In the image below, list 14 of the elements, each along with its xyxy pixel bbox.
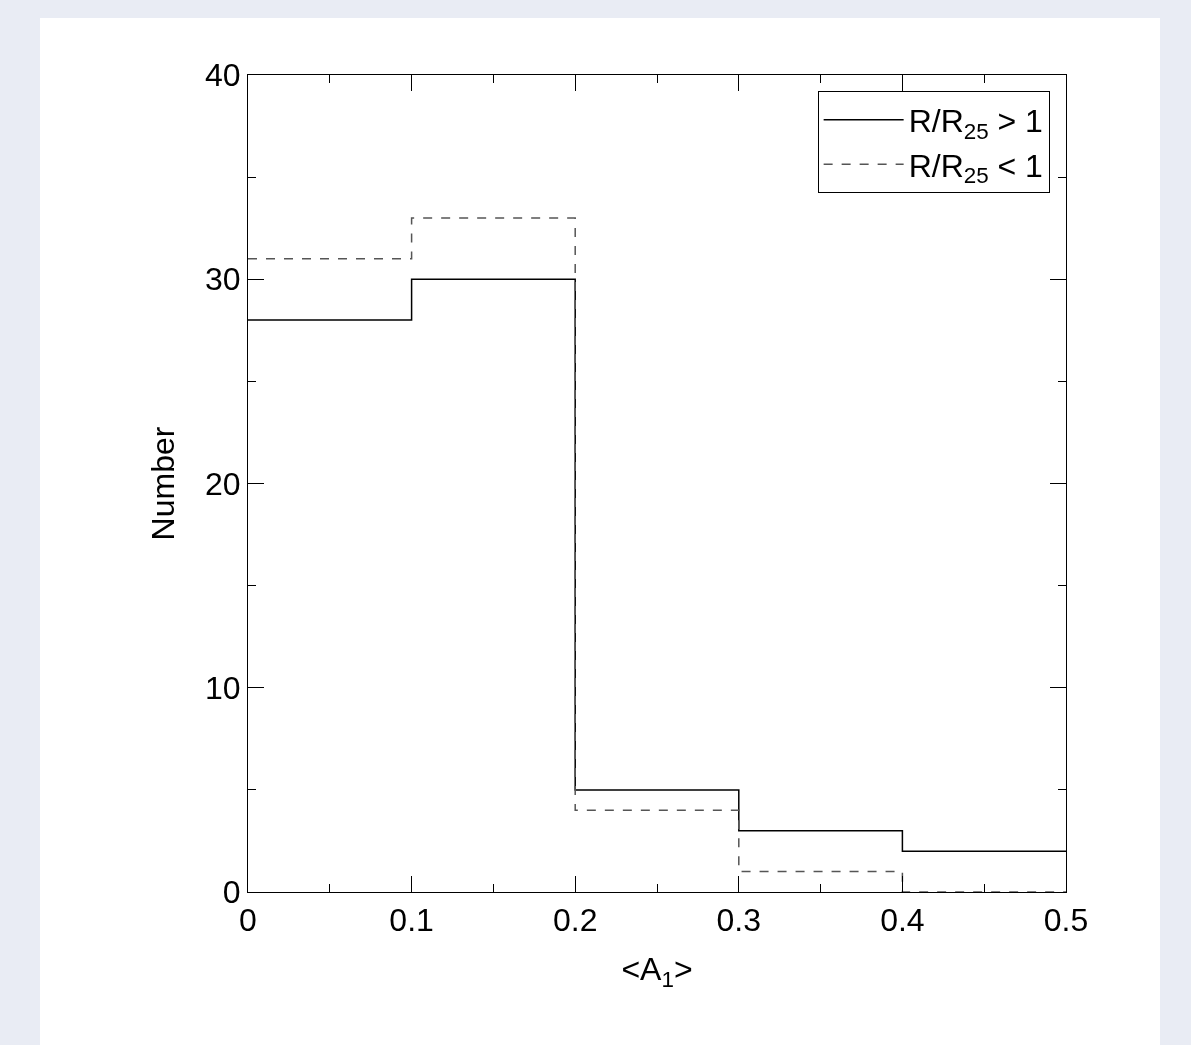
y-tick-label: 30 [205,261,241,298]
y-tick-label: 10 [205,669,241,706]
y-tick-label: 40 [205,57,241,94]
x-axis-title: <A$_{1}$> [621,951,693,993]
y-tick-label: 0 [222,874,241,911]
legend-label: R/R$_{25}$ > 1 [908,103,1043,144]
y-tick-label: 20 [205,465,241,502]
x-tick-label: 0.1 [389,902,434,939]
legend-label: R/R$_{25}$ < 1 [908,147,1043,189]
y-axis-title: Number [145,426,182,541]
x-tick-label: 0.3 [716,902,762,939]
x-tick-label: 0.5 [1043,902,1089,939]
x-tick-label: 0.4 [880,902,925,939]
x-tick-label: 0.2 [552,902,598,939]
